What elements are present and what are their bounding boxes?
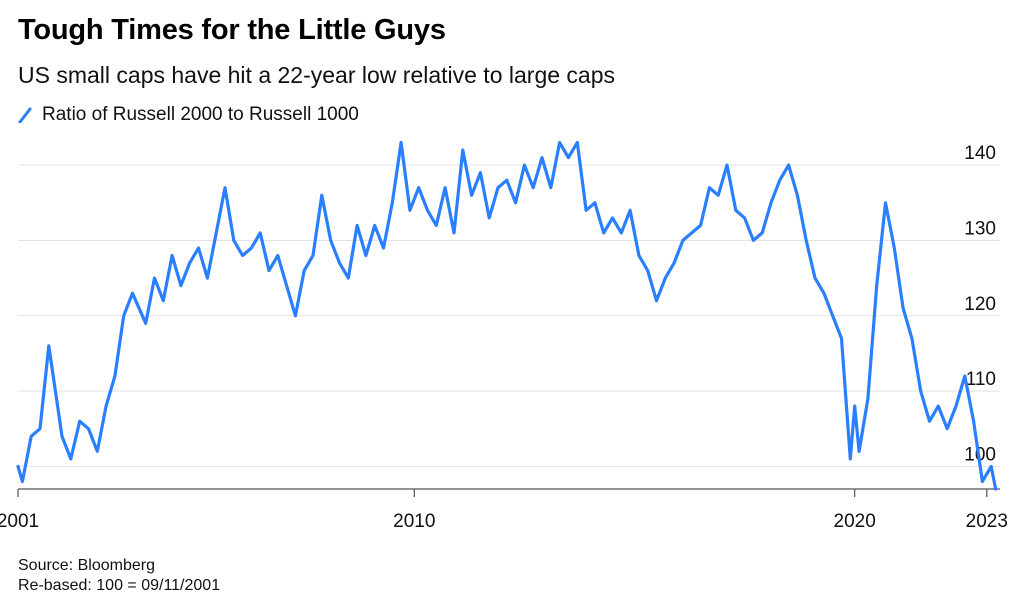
x-tick-label: 2010 <box>393 511 435 532</box>
y-tick-label: 140 <box>964 143 996 164</box>
y-tick-label: 110 <box>966 369 996 390</box>
chart-title: Tough Times for the Little Guys <box>18 14 446 46</box>
source-note: Source: Bloomberg <box>18 557 155 574</box>
y-tick-label: 130 <box>964 218 996 239</box>
chart-subtitle: US small caps have hit a 22-year low rel… <box>18 62 616 88</box>
series-line-0 <box>16 140 998 491</box>
legend: Ratio of Russell 2000 to Russell 1000 <box>18 104 359 126</box>
legend-label: Ratio of Russell 2000 to Russell 1000 <box>42 104 359 125</box>
x-tick-label: 2020 <box>834 511 876 532</box>
legend-line-swatch <box>18 107 32 123</box>
y-tick-label: 120 <box>964 294 996 315</box>
x-tick-label: 2023 <box>966 511 1008 532</box>
footnotes: Source: Bloomberg Re-based: 100 = 09/11/… <box>18 556 220 596</box>
y-tick-label: 100 <box>964 444 996 465</box>
rebase-note: Re-based: 100 = 09/11/2001 <box>18 577 221 594</box>
x-tick-label: 2001 <box>0 511 39 532</box>
